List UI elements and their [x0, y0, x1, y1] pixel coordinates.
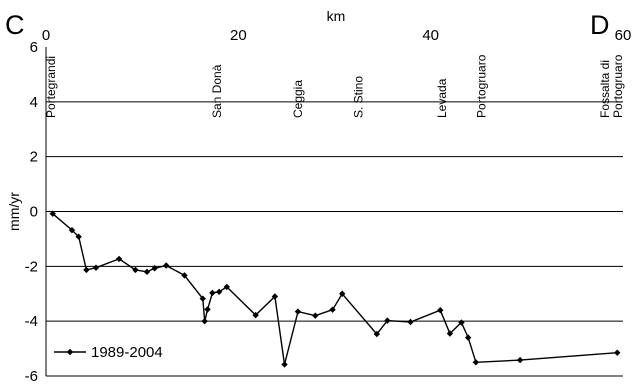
data-point	[384, 317, 391, 324]
data-point	[458, 319, 465, 326]
data-point	[252, 311, 259, 319]
data-point	[215, 288, 223, 296]
data-point	[516, 356, 524, 364]
y-tick-label: -2	[25, 258, 38, 275]
y-tick-label: -4	[25, 313, 38, 330]
x-tick-labels: 0 20 40 60	[42, 27, 632, 44]
location-label-line: San Donà	[210, 64, 224, 118]
data-point	[132, 266, 139, 274]
data-point	[143, 268, 151, 276]
x-tick-label: 40	[422, 27, 439, 44]
location-label-line: Ceggia	[291, 80, 305, 118]
data-point	[199, 295, 206, 302]
location-label: Ceggia	[291, 80, 305, 118]
data-point	[437, 307, 444, 314]
location-label: Portegrandi	[44, 56, 58, 118]
y-axis-label: mm/yr	[6, 192, 22, 231]
data-point	[163, 262, 170, 269]
location-label: S. Stino	[352, 76, 366, 118]
data-point	[338, 290, 346, 297]
data-point	[223, 283, 230, 291]
location-label-line: Portogruaro	[611, 54, 625, 118]
data-point	[181, 272, 188, 279]
data-point	[49, 210, 56, 217]
series-line	[52, 213, 618, 365]
location-label: Fossalta di Portogruaro	[598, 54, 625, 118]
data-point	[151, 265, 158, 272]
x-axis-label: km	[327, 8, 346, 24]
x-tick-label: 60	[615, 27, 632, 44]
data-point	[464, 334, 472, 341]
data-point	[614, 349, 621, 356]
data-point	[115, 255, 123, 263]
legend-diamond-marker	[66, 348, 74, 356]
location-labels: Portegrandi San Donà Ceggia S. Stino Levada P…	[44, 54, 625, 118]
location-label-line: S. Stino	[352, 76, 366, 118]
data-point	[204, 306, 211, 313]
data-point	[312, 312, 319, 319]
data-point	[472, 359, 480, 366]
grid-lines	[46, 101, 623, 377]
y-tick-label: 2	[30, 149, 38, 166]
location-label: Portogruaro	[475, 54, 489, 118]
data-point	[407, 318, 414, 326]
data-point	[446, 330, 454, 337]
location-label-line: Fossalta di	[598, 60, 612, 118]
legend: 1989-2004	[54, 344, 163, 361]
y-tick-label: 6	[30, 39, 38, 56]
y-tick-label: 4	[30, 94, 38, 111]
data-point	[373, 330, 381, 338]
data-point	[281, 361, 288, 368]
data-series	[49, 210, 621, 368]
data-point	[68, 226, 76, 234]
data-point	[92, 264, 100, 271]
data-point	[83, 266, 90, 274]
x-tick-label: 0	[42, 27, 50, 44]
data-point	[75, 233, 82, 240]
y-tick-label: 0	[30, 204, 38, 221]
data-point	[294, 308, 302, 315]
corner-label-right: D	[590, 10, 610, 40]
data-point	[201, 317, 208, 325]
location-label-line: Portegrandi	[44, 56, 58, 118]
location-label-line: Portogruaro	[475, 54, 489, 118]
data-point	[209, 289, 216, 297]
location-label: San Donà	[210, 64, 224, 118]
x-tick-label: 20	[230, 27, 247, 44]
location-label-line: Levada	[435, 78, 449, 118]
y-tick-labels: -6 -4 -2 0 2 4 6	[25, 39, 38, 385]
location-label: Levada	[435, 78, 449, 118]
y-tick-label: -6	[25, 368, 38, 385]
data-point	[329, 306, 336, 313]
data-point	[271, 293, 279, 300]
legend-entry-label: 1989-2004	[91, 344, 163, 361]
corner-label-left: C	[5, 10, 25, 40]
